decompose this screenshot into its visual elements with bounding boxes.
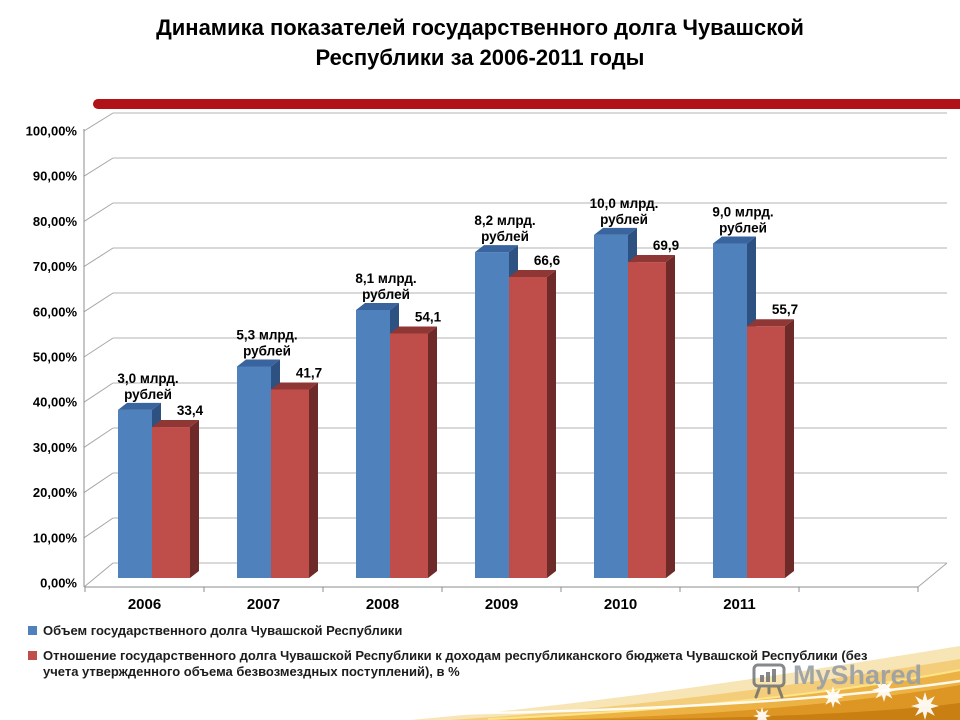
y-axis-label: 10,00%	[33, 530, 78, 545]
bar-label-volume-2009: 8,2 млрд.	[474, 213, 535, 228]
page-title-line1: Динамика показателей государственного до…	[156, 15, 804, 40]
bar-volume-2011-side	[747, 236, 756, 578]
bar-label-ratio-2008: 54,1	[415, 309, 442, 324]
bar-volume-2006	[118, 409, 152, 578]
page-title-line2: Республики за 2006-2011 годы	[315, 45, 645, 70]
bar-ratio-2009	[509, 276, 547, 578]
floor-right-edge	[917, 562, 948, 588]
bar-ratio-2010-top	[628, 255, 675, 263]
gridline-diagonal	[83, 202, 114, 222]
bar-ratio-2010-side	[666, 255, 675, 578]
x-axis-label-2011: 2011	[723, 596, 756, 613]
y-axis-label: 70,00%	[33, 259, 78, 274]
y-axis-label: 40,00%	[33, 395, 78, 410]
bar-label-ratio-2006: 33,4	[177, 403, 204, 418]
bar-volume-2009	[475, 252, 509, 578]
bar-volume-2011-top	[713, 236, 756, 244]
y-axis-label: 80,00%	[33, 214, 78, 229]
legend-item-ratio: Отношение государственного долга Чувашск…	[28, 648, 928, 680]
legend-label-line: учета утвержденного объема безвозмездных…	[43, 664, 460, 679]
bar-label-ratio-2007: 41,7	[296, 366, 322, 381]
bar-ratio-2009-side	[547, 269, 556, 578]
bar-label-volume-2008: рублей	[362, 287, 410, 302]
bar-volume-2008	[356, 309, 390, 578]
bar-label-volume-2011: рублей	[719, 221, 767, 236]
bar-label-volume-2008: 8,1 млрд.	[355, 271, 416, 286]
wave-layer-bottom	[560, 703, 960, 720]
bar-label-volume-2006: 3,0 млрд.	[117, 371, 178, 386]
legend-label-line: Объем государственного долга Чувашской Р…	[43, 623, 403, 638]
x-axis-label-2007: 2007	[247, 596, 280, 613]
bar-ratio-2006-top	[152, 420, 199, 428]
legend-label: Объем государственного долга Чувашской Р…	[43, 623, 402, 639]
bar-volume-2007-top	[237, 359, 280, 367]
bar-label-ratio-2011: 55,7	[772, 302, 798, 317]
legend-label-line: Отношение государственного долга Чувашск…	[43, 648, 868, 663]
x-axis-label-2006: 2006	[128, 596, 161, 613]
bar-label-volume-2011: 9,0 млрд.	[712, 205, 773, 220]
y-axis-label: 100,00%	[26, 124, 78, 139]
gridline-diagonal	[83, 382, 114, 403]
gridline-diagonal	[83, 112, 114, 132]
bar-ratio-2008	[390, 333, 428, 578]
bar-ratio-2011	[747, 326, 785, 578]
bar-volume-2007	[237, 366, 271, 578]
gridline-diagonal	[83, 427, 114, 448]
y-axis-label: 0,00%	[40, 576, 77, 591]
bar-volume-2008-side	[390, 302, 399, 578]
bar-label-volume-2010: рублей	[600, 212, 648, 227]
bar-ratio-2009-top	[509, 269, 556, 277]
bar-volume-2008-top	[356, 302, 399, 310]
x-axis-label-2008: 2008	[366, 596, 399, 613]
bar-ratio-2008-top	[390, 326, 437, 334]
bar-volume-2010	[594, 234, 628, 578]
bar-ratio-2007-top	[271, 382, 318, 390]
gridline-diagonal	[83, 247, 114, 268]
bar-volume-2006-top	[118, 402, 161, 410]
bar-volume-2009-side	[509, 245, 518, 578]
page-title: Динамика показателей государственного до…	[0, 13, 960, 73]
gridline-diagonal	[83, 292, 114, 313]
bar-label-volume-2009: рублей	[481, 229, 529, 244]
bar-volume-2010-side	[628, 227, 637, 578]
bar-volume-2009-top	[475, 245, 518, 253]
bar-label-volume-2007: рублей	[243, 343, 291, 358]
title-underline-bar	[93, 99, 960, 109]
bar-ratio-2007	[271, 389, 309, 578]
bar-volume-2007-side	[271, 359, 280, 578]
x-axis-label-2009: 2009	[485, 596, 518, 613]
bar-label-volume-2006: рублей	[124, 387, 172, 402]
bar-volume-2010-top	[594, 227, 637, 235]
star-icon	[753, 707, 771, 720]
bar-volume-2006-side	[152, 402, 161, 578]
bar-ratio-2010	[628, 262, 666, 578]
gridline-diagonal	[83, 517, 114, 539]
bar-label-ratio-2009: 66,6	[534, 253, 561, 268]
bar-label-ratio-2010: 69,9	[653, 238, 679, 253]
gridline-diagonal	[83, 157, 114, 177]
gridline-diagonal	[83, 337, 114, 358]
bar-ratio-2011-top	[747, 319, 794, 327]
bar-ratio-2006-side	[190, 420, 199, 578]
legend-swatch-red	[28, 651, 37, 660]
legend-swatch-blue	[28, 626, 37, 635]
y-axis-label: 60,00%	[33, 304, 78, 319]
bar-ratio-2006	[152, 427, 190, 578]
y-axis-label: 20,00%	[33, 485, 78, 500]
gridline-diagonal	[83, 562, 114, 588]
y-axis-label: 30,00%	[33, 440, 78, 455]
chart-legend: Объем государственного долга Чувашской Р…	[28, 623, 928, 689]
x-axis-label-2010: 2010	[604, 596, 637, 613]
legend-item-volume: Объем государственного долга Чувашской Р…	[28, 623, 928, 639]
bar-label-volume-2010: 10,0 млрд.	[590, 196, 659, 211]
gridline-diagonal	[83, 472, 114, 494]
legend-label: Отношение государственного долга Чувашск…	[43, 648, 867, 680]
y-axis-label: 50,00%	[33, 350, 78, 365]
y-axis-label: 90,00%	[33, 169, 78, 184]
bar-ratio-2008-side	[428, 326, 437, 578]
bar-ratio-2007-side	[309, 382, 318, 578]
bar-ratio-2011-side	[785, 319, 794, 578]
bar-label-volume-2007: 5,3 млрд.	[236, 327, 297, 342]
bar-volume-2011	[713, 243, 747, 578]
